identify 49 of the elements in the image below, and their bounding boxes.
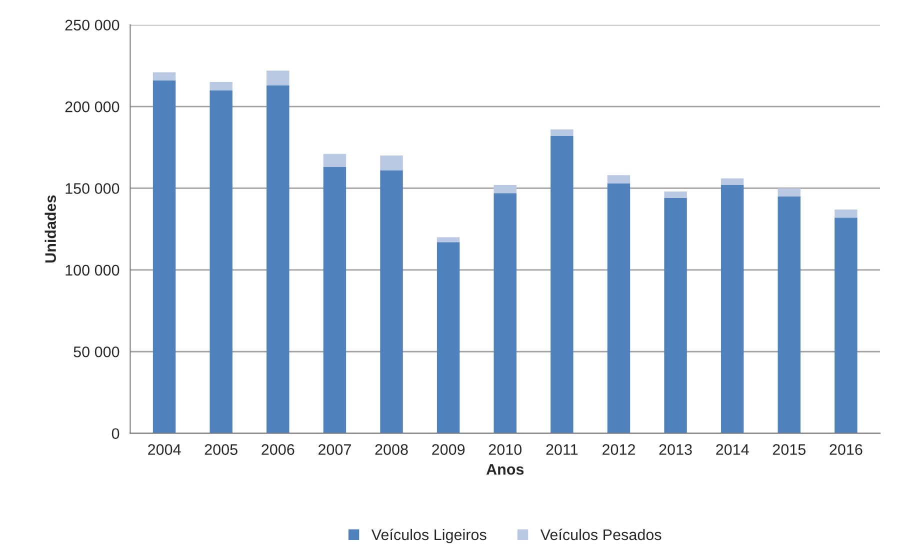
y-tick-label: 50 000 bbox=[74, 346, 120, 358]
x-tick-label: 2005 bbox=[204, 444, 238, 455]
bar bbox=[152, 80, 176, 434]
bar bbox=[436, 242, 460, 434]
bar bbox=[550, 129, 574, 136]
bar bbox=[266, 85, 290, 434]
bar bbox=[210, 82, 232, 90]
bar bbox=[720, 178, 744, 185]
bar bbox=[323, 154, 346, 167]
x-tick-label: 2016 bbox=[830, 444, 862, 455]
x-tick-label: 2013 bbox=[659, 444, 692, 455]
bar bbox=[778, 196, 801, 434]
x-tick-label: 2009 bbox=[432, 444, 465, 455]
y-tick-label: 200 000 bbox=[65, 101, 120, 112]
bar bbox=[494, 193, 516, 434]
bar bbox=[607, 175, 630, 184]
bar bbox=[720, 184, 744, 434]
bar bbox=[607, 183, 630, 434]
y-tick-label: 100 000 bbox=[66, 264, 120, 276]
y-tick-label: 0 bbox=[112, 428, 120, 440]
y-tick-label: 150 000 bbox=[66, 183, 120, 194]
bar bbox=[323, 166, 346, 434]
bar bbox=[494, 184, 516, 194]
bar bbox=[834, 218, 858, 434]
bar bbox=[436, 237, 460, 242]
x-tick-label: 2015 bbox=[772, 444, 806, 455]
x-tick-label: 2006 bbox=[262, 444, 294, 455]
bar bbox=[152, 72, 176, 80]
x-tick-label: 2014 bbox=[716, 444, 749, 455]
x-tick-label: 2010 bbox=[488, 444, 522, 455]
x-axis-title: Anos bbox=[486, 464, 524, 475]
bar bbox=[380, 156, 403, 170]
x-tick-label: 2008 bbox=[375, 444, 408, 455]
bar bbox=[210, 90, 232, 434]
x-tick-label: 2012 bbox=[602, 444, 635, 455]
legend-label: Veículos Ligeiros bbox=[371, 528, 486, 544]
bar bbox=[778, 188, 801, 196]
bar bbox=[664, 192, 687, 198]
legend-label: Veículos Pesados bbox=[540, 528, 662, 540]
x-tick-label: 2004 bbox=[148, 444, 181, 455]
bar bbox=[266, 70, 290, 86]
bar bbox=[380, 170, 403, 434]
y-axis-title: Unidades bbox=[44, 195, 56, 263]
x-tick-label: 2011 bbox=[546, 444, 578, 455]
bar bbox=[664, 198, 687, 434]
bar bbox=[550, 136, 574, 434]
y-tick-label: 250 000 bbox=[65, 20, 120, 31]
x-tick-label: 2007 bbox=[318, 444, 351, 455]
bar bbox=[834, 209, 858, 218]
